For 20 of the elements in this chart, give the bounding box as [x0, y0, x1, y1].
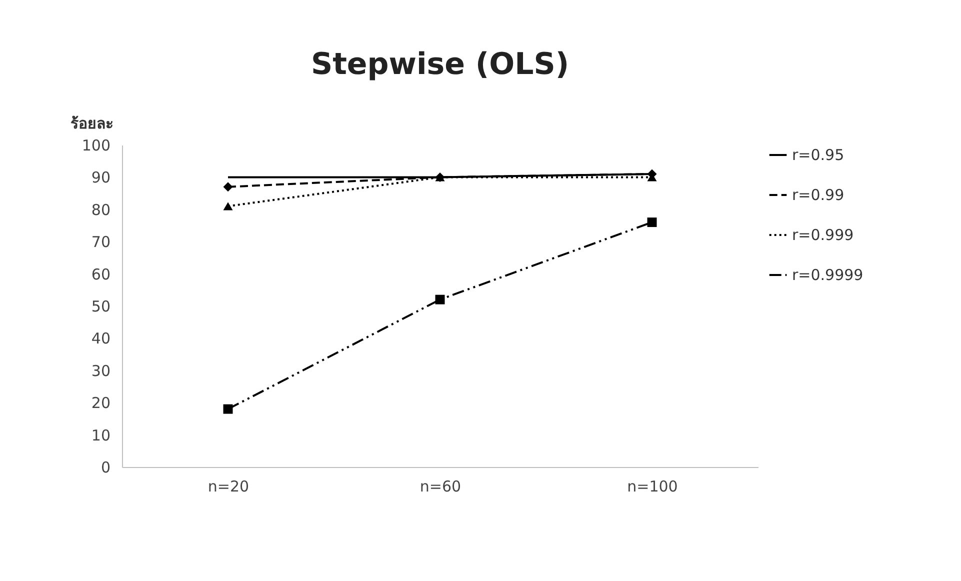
y-tick-label: 100 [82, 136, 110, 154]
y-tick-label: 80 [91, 200, 110, 219]
y-tick-label: 70 [91, 233, 110, 252]
y-tick-label: 20 [91, 394, 110, 412]
y-tick-label: 0 [100, 458, 110, 476]
x-tick-label: n=100 [627, 478, 678, 496]
y-tick-label: 30 [91, 362, 110, 380]
y-tick-label: 10 [91, 426, 110, 444]
legend-label: r=0.99 [792, 186, 844, 204]
x-tick-label: n=60 [420, 478, 462, 496]
y-axis-title: ร้อยละ [70, 114, 114, 132]
y-tick-label: 60 [91, 265, 110, 284]
y-tick-label: 90 [91, 168, 110, 187]
chart-title: Stepwise (OLS) [310, 47, 570, 82]
y-tick-label: 50 [91, 298, 110, 316]
legend-label: r=0.95 [792, 146, 844, 164]
legend-label: r=0.9999 [792, 266, 864, 284]
legend-label: r=0.999 [792, 226, 854, 244]
x-tick-label: n=20 [208, 478, 250, 496]
y-tick-label: 40 [91, 330, 110, 348]
